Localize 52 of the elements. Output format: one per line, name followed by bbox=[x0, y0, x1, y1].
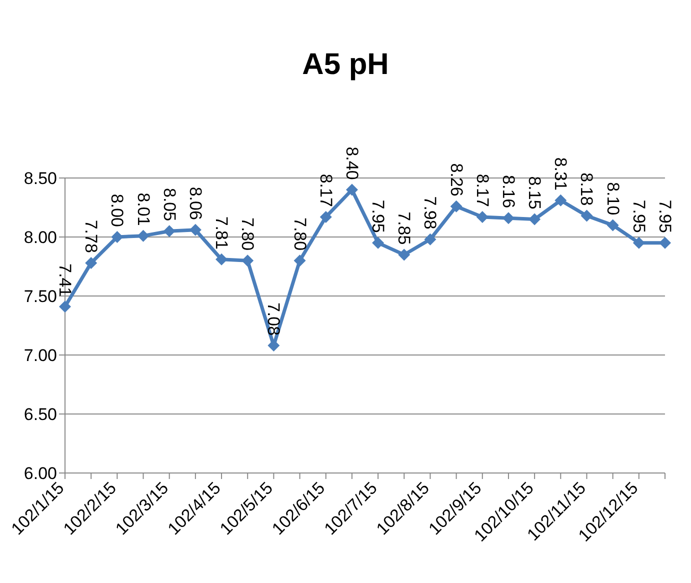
point bbox=[320, 210, 332, 223]
data-label: 8.16 bbox=[498, 175, 518, 208]
data-label: 8.18 bbox=[577, 172, 596, 206]
point bbox=[294, 254, 306, 267]
data-label: 7.80 bbox=[290, 218, 310, 251]
point bbox=[111, 231, 124, 243]
y-tick-label: 7.50 bbox=[24, 287, 57, 306]
point bbox=[398, 248, 410, 261]
y-tick-label: 7.00 bbox=[24, 346, 57, 366]
data-label: 8.06 bbox=[186, 186, 205, 220]
data-label: 8.17 bbox=[316, 174, 336, 207]
point bbox=[606, 219, 619, 232]
point bbox=[554, 194, 567, 206]
data-label: 7.95 bbox=[656, 200, 674, 233]
y-tick-label: 8.00 bbox=[24, 228, 57, 248]
data-label: 7.41 bbox=[56, 264, 74, 297]
y-tick-label: 6.50 bbox=[24, 405, 57, 424]
data-label: 7.81 bbox=[212, 216, 232, 250]
data-label: 7.85 bbox=[394, 212, 414, 245]
point bbox=[372, 236, 384, 249]
point bbox=[450, 200, 462, 212]
y-tick-label: 8.50 bbox=[24, 169, 57, 188]
data-label: 8.10 bbox=[603, 182, 622, 216]
data-label: 8.40 bbox=[342, 146, 362, 180]
data-label: 7.98 bbox=[420, 196, 440, 230]
data-label: 8.00 bbox=[108, 194, 127, 227]
point bbox=[580, 210, 593, 222]
data-label: 7.95 bbox=[629, 200, 648, 233]
point bbox=[502, 212, 514, 224]
data-label: 8.01 bbox=[134, 192, 153, 226]
data-label: 8.17 bbox=[472, 174, 492, 207]
data-label: 7.95 bbox=[368, 200, 388, 233]
data-label: 8.15 bbox=[525, 176, 544, 210]
point bbox=[476, 210, 488, 223]
point bbox=[137, 230, 150, 242]
point bbox=[242, 254, 254, 267]
chart-title: A5 pH bbox=[301, 47, 390, 83]
data-label: 8.05 bbox=[160, 188, 179, 222]
point bbox=[659, 236, 671, 249]
data-label: 7.80 bbox=[238, 218, 258, 251]
point bbox=[189, 224, 202, 236]
data-label: 8.31 bbox=[551, 157, 570, 190]
data-label: 7.78 bbox=[82, 220, 101, 253]
data-label: 7.08 bbox=[264, 302, 284, 336]
point bbox=[424, 233, 436, 246]
point bbox=[59, 300, 71, 313]
point bbox=[85, 256, 98, 269]
point bbox=[632, 236, 645, 249]
point bbox=[163, 225, 176, 238]
point bbox=[346, 184, 358, 196]
point bbox=[528, 213, 541, 226]
data-label: 8.26 bbox=[446, 163, 466, 196]
